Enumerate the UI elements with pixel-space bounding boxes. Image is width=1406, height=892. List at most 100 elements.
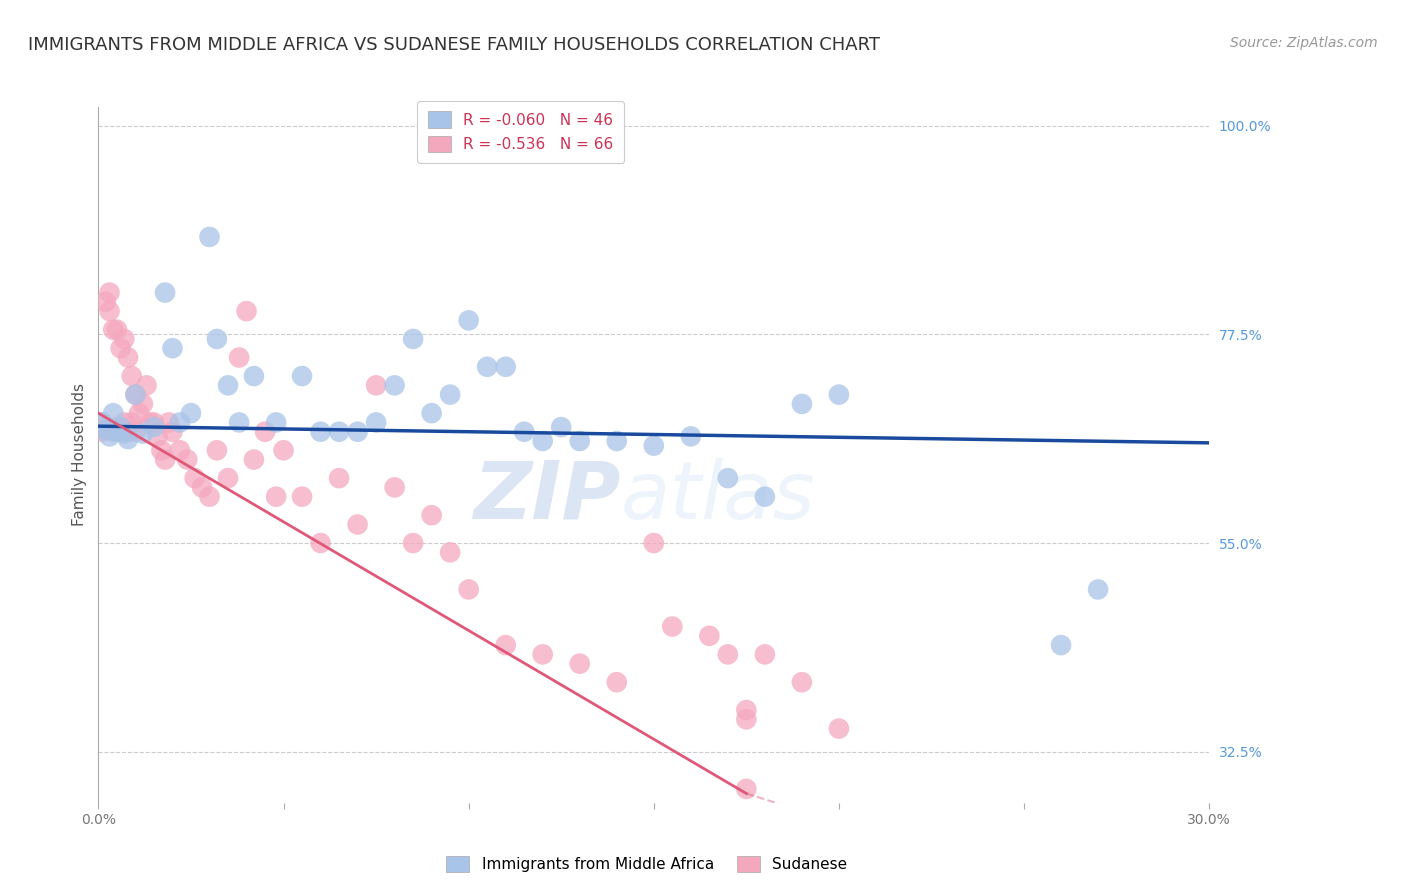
Point [1050,638,1073,652]
Point [366,416,388,430]
Point [146,429,169,443]
Point [495,359,517,374]
Point [531,434,554,448]
Point [143,416,166,430]
Point [291,369,314,384]
Point [384,378,406,392]
Point [228,351,250,365]
Point [91,416,114,430]
Point [550,420,572,434]
Point [495,638,517,652]
Point [198,230,221,244]
Point [124,387,146,401]
Legend: R = -0.060   N = 46, R = -0.536   N = 66: R = -0.060 N = 46, R = -0.536 N = 66 [418,101,624,163]
Point [169,443,191,458]
Point [531,648,554,662]
Point [754,490,776,504]
Point [110,420,132,434]
Point [679,429,702,443]
Point [513,425,536,439]
Point [643,439,665,453]
Point [91,416,114,430]
Point [643,536,665,550]
Point [328,471,350,485]
Point [366,378,388,392]
Text: IMMIGRANTS FROM MIDDLE AFRICA VS SUDANESE FAMILY HOUSEHOLDS CORRELATION CHART: IMMIGRANTS FROM MIDDLE AFRICA VS SUDANES… [28,36,880,54]
Point [735,703,758,717]
Point [568,657,591,671]
Point [117,432,139,446]
Point [105,420,128,434]
Point [735,712,758,726]
Point [143,420,166,434]
Point [235,304,257,318]
Point [117,351,139,365]
Point [420,508,443,523]
Point [346,517,368,532]
Point [309,536,332,550]
Point [139,416,162,430]
Point [273,443,295,458]
Point [457,582,479,597]
Point [162,425,184,439]
Point [253,425,276,439]
Point [98,285,121,300]
Point [112,426,135,441]
Text: Source: ZipAtlas.com: Source: ZipAtlas.com [1230,36,1378,50]
Point [402,536,425,550]
Point [217,378,239,392]
Point [94,420,117,434]
Point [98,304,121,318]
Point [153,285,176,300]
Y-axis label: Family Households: Family Households [72,384,87,526]
Point [117,425,139,439]
Point [162,341,184,355]
Point [606,434,628,448]
Point [205,443,228,458]
Point [790,397,813,411]
Point [132,426,155,441]
Point [183,471,205,485]
Point [828,722,851,736]
Point [328,425,350,439]
Point [243,369,266,384]
Point [309,425,332,439]
Point [606,675,628,690]
Point [124,425,146,439]
Point [128,406,150,420]
Point [105,323,128,337]
Point [243,452,266,467]
Point [121,369,143,384]
Point [176,452,198,467]
Point [112,416,135,430]
Point [717,471,740,485]
Point [217,471,239,485]
Point [384,480,406,494]
Point [98,429,121,443]
Point [121,416,143,430]
Point [110,425,132,439]
Point [754,648,776,662]
Point [828,387,851,401]
Point [568,434,591,448]
Point [94,423,117,437]
Point [132,397,155,411]
Point [157,416,180,430]
Point [191,480,214,494]
Point [91,425,114,439]
Point [402,332,425,346]
Point [439,545,461,559]
Point [110,341,132,355]
Point [346,425,368,439]
Point [457,313,479,327]
Point [198,490,221,504]
Point [228,416,250,430]
Point [94,294,117,309]
Text: ZIP: ZIP [472,458,620,536]
Point [103,425,125,439]
Point [103,406,125,420]
Point [180,406,202,420]
Point [105,425,128,439]
Point [475,359,499,374]
Point [420,406,443,420]
